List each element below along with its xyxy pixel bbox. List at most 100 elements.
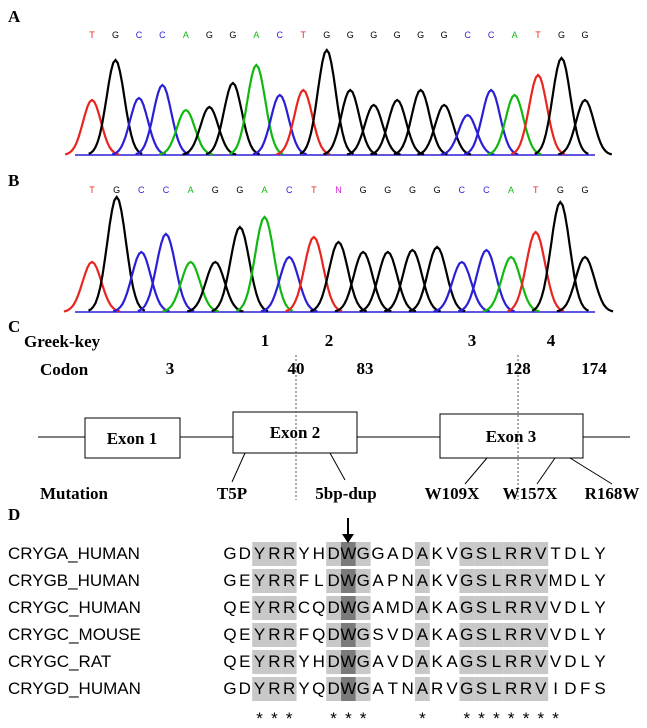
trace-peak [347, 105, 401, 154]
base-call: A [183, 30, 189, 40]
panel-label: B [8, 171, 19, 190]
trace-peak [159, 110, 213, 155]
mutation: R168W [585, 484, 640, 503]
codon: 83 [357, 359, 374, 378]
trace-peak [508, 232, 564, 311]
trace-peak [112, 98, 166, 154]
greek-key: 4 [547, 331, 556, 350]
trace-peak [138, 234, 194, 311]
base-call: G [229, 30, 236, 40]
base-call: C [136, 30, 143, 40]
mutation: 5bp-dup [315, 484, 376, 503]
trace-peak [253, 95, 307, 154]
trace-peak [532, 202, 588, 311]
base-call: T [89, 30, 95, 40]
base-call: G [558, 30, 565, 40]
mutation: W157X [503, 484, 559, 503]
trace-peak [394, 90, 448, 154]
greek-key: 3 [468, 331, 477, 350]
base-call: A [512, 30, 518, 40]
base-call: T [533, 185, 539, 195]
base-call: G [113, 185, 120, 195]
codon: 128 [505, 359, 531, 378]
base-call: C [159, 30, 166, 40]
seq-name: CRYGD_HUMAN [8, 679, 141, 698]
pointer [232, 453, 245, 482]
panel-label: C [8, 317, 20, 336]
seq-name: CRYGA_HUMAN [8, 544, 140, 563]
trace-peak [310, 242, 366, 311]
trace-peak [277, 90, 331, 154]
base-call: C [163, 185, 170, 195]
trace-peak [64, 262, 120, 311]
figure: ABCDTGCCAGGACTGGGGGGCCATGGTGCCAGGACTNGGG… [0, 0, 647, 728]
pointer [537, 458, 555, 484]
mutation: T5P [217, 484, 247, 503]
base-call: G [212, 185, 219, 195]
mutation: W109X [425, 484, 481, 503]
base-call: C [464, 30, 471, 40]
base-call: G [441, 30, 448, 40]
exon-label: Exon 1 [107, 429, 158, 448]
base-call: N [335, 185, 342, 195]
base-call: T [311, 185, 317, 195]
seq-name: CRYGC_HUMAN [8, 598, 141, 617]
base-call: C [277, 30, 284, 40]
pointer [330, 453, 345, 480]
base-call: G [581, 185, 588, 195]
base-call: A [508, 185, 514, 195]
base-call: G [206, 30, 213, 40]
seq-name: CRYGC_RAT [8, 652, 111, 671]
base-call: G [384, 185, 391, 195]
codon: 3 [166, 359, 175, 378]
base-call: G [236, 185, 243, 195]
trace-peak [417, 105, 471, 154]
trace-peak [488, 95, 542, 154]
base-call: C [459, 185, 466, 195]
exon-label: Exon 2 [270, 423, 321, 442]
base-call: G [360, 185, 367, 195]
trace-peak [511, 75, 565, 154]
base-call: C [488, 30, 495, 40]
trace-peak [558, 100, 612, 154]
arrow-head [342, 534, 354, 543]
base-call: G [417, 30, 424, 40]
trace-peak [65, 100, 119, 154]
greek-key: 1 [261, 331, 270, 350]
base-call: G [434, 185, 441, 195]
trace-peak [136, 85, 190, 154]
trace-peak [441, 115, 495, 155]
base-call: A [262, 185, 268, 195]
trace-peak [458, 250, 514, 311]
panel-label: D [8, 505, 20, 524]
trace-peak [483, 257, 539, 311]
pointer [570, 458, 612, 484]
row-label: Codon [40, 360, 89, 379]
trace-peak [230, 65, 284, 154]
trace-peak [113, 252, 169, 311]
base-call: A [253, 30, 259, 40]
base-call: G [112, 30, 119, 40]
trace-peak [261, 257, 317, 311]
codon: 40 [288, 359, 305, 378]
pointer [465, 458, 487, 484]
base-call: G [557, 185, 564, 195]
trace-peak [434, 262, 490, 311]
base-call: G [370, 30, 377, 40]
greek-key: 2 [325, 331, 334, 350]
page: ABCDTGCCAGGACTGGGGGGCCATGGTGCCAGGACTNGGG… [0, 0, 647, 728]
base-call: C [286, 185, 293, 195]
trace-peak [324, 90, 378, 154]
panel-label: A [8, 7, 21, 26]
base-call: G [394, 30, 401, 40]
base-call: C [138, 185, 145, 195]
base-call: G [409, 185, 416, 195]
codon: 174 [581, 359, 607, 378]
trace-peak [89, 197, 145, 311]
seq-name: CRYGB_HUMAN [8, 571, 140, 590]
trace-peak [557, 257, 613, 311]
base-call: T [89, 185, 95, 195]
row-label: Mutation [40, 484, 109, 503]
base-call: C [483, 185, 490, 195]
base-call: A [188, 185, 194, 195]
